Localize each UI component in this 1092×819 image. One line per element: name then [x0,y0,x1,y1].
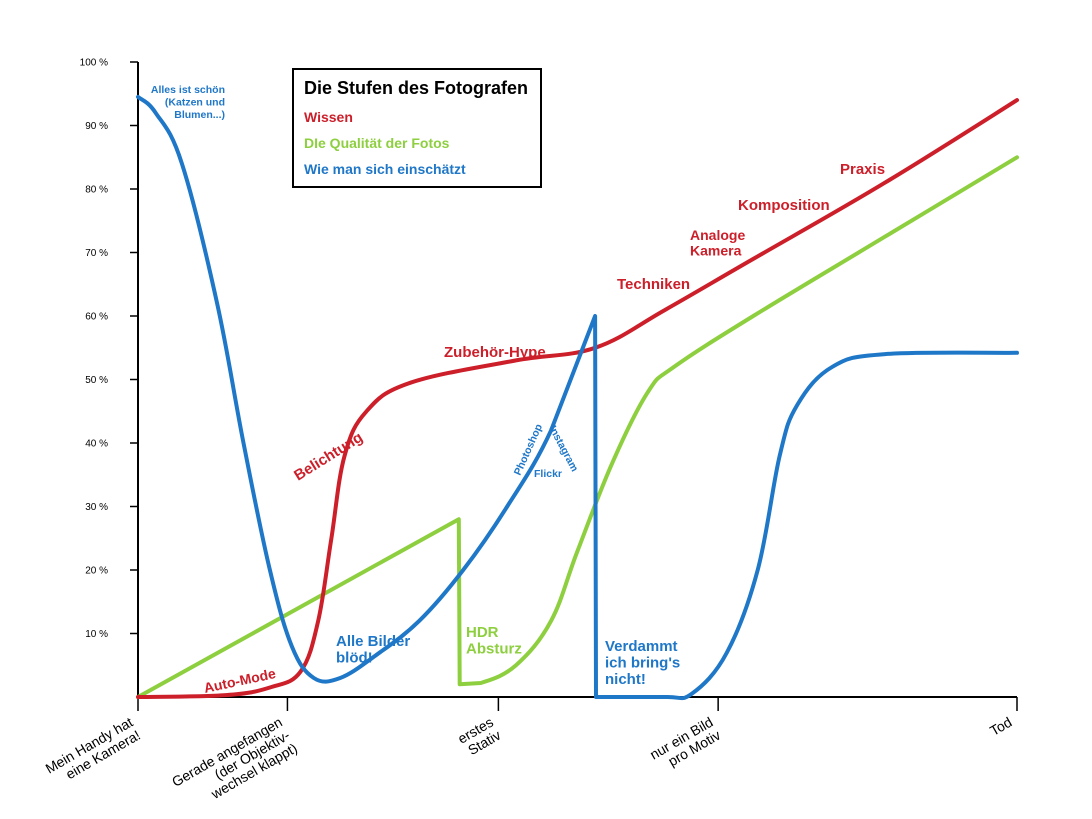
annotation-instagram: Instagram [546,424,580,474]
y-tick-label: 40 % [85,439,108,450]
x-tick-label: Mein Handy hateine Kamera! [43,714,144,790]
annotation-analoge-kamera: Analoge Kamera [690,227,745,259]
annotation-alle-bilder-bloed: Alle Bilder blöd! [336,633,410,667]
annotation-praxis: Praxis [840,161,885,178]
legend-item-einschaetzung: Wie man sich einschätzt [304,161,466,177]
annotation-komposition: Komposition [738,197,830,214]
y-tick-label: 100 % [80,58,108,69]
annotation-zubehoer-hype: Zubehör-Hype [444,344,546,361]
y-tick-label: 70 % [85,248,108,259]
x-tick-label: Gerade angefangen(der Objektiv-wechsel k… [169,714,300,816]
legend: Die Stufen des Fotografen Wissen DIe Qua… [292,68,542,188]
y-tick-label: 10 % [85,629,108,640]
legend-item-wissen: Wissen [304,109,353,125]
y-tick-label: 80 % [85,185,108,196]
annotation-belichtung: Belichtung [291,429,366,484]
annotation-verdammt: Verdammt ich bring's nicht! [605,638,680,688]
annotation-flickr: Flickr [534,468,562,480]
annotation-alles-ist-schoen: Alles ist schön (Katzen und Blumen...) [151,84,225,121]
y-tick-label: 50 % [85,375,108,386]
x-tick-label: nur ein Bildpro Motiv [647,714,723,776]
legend-title: Die Stufen des Fotografen [304,78,529,98]
annotation-hdr-absturz: HDR Absturz [466,624,522,658]
series-line-wissen [136,98,1019,699]
annotation-auto-mode: Auto-Mode [202,665,277,696]
series-line-einschaetzung [136,94,1019,701]
y-tick-label: 60 % [85,312,108,323]
y-tick-label: 90 % [85,121,108,132]
legend-item-qualitaet: DIe Qualität der Fotos [304,135,450,151]
y-tick-label: 30 % [85,502,108,513]
series-lines [136,94,1019,701]
y-tick-label: 20 % [85,566,108,577]
x-tick-label: erstesStativ [455,714,504,760]
x-tick-label: Tod [987,714,1015,739]
series-line-qualitaet [136,155,1019,699]
annotation-techniken: Techniken [617,276,690,293]
